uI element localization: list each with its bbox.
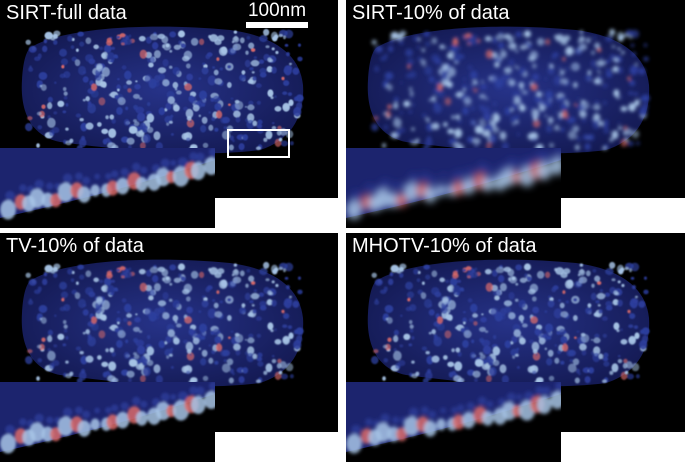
rod-volume-rendering	[367, 259, 650, 387]
zoom-inset	[0, 382, 215, 462]
rod-volume-rendering	[21, 259, 304, 387]
zoom-inset	[346, 382, 561, 462]
zoom-region-box	[227, 129, 290, 158]
zoom-inset	[346, 148, 561, 228]
rod-volume-rendering	[21, 26, 304, 154]
panel-mhotv-10: MHOTV-10% of data	[346, 233, 685, 462]
panel-sirt-full: 100nm SIRT-full data	[0, 0, 338, 228]
scale-bar-label: 100nm	[247, 0, 307, 21]
panel-tv-10: TV-10% of data	[0, 233, 338, 462]
panel-label: SIRT-full data	[6, 2, 127, 24]
scale-bar	[246, 22, 308, 28]
panel-label: MHOTV-10% of data	[352, 235, 537, 257]
panel-sirt-10: SIRT-10% of data	[346, 0, 685, 228]
rod-volume-rendering	[367, 26, 650, 154]
panel-label: TV-10% of data	[6, 235, 144, 257]
zoom-inset	[0, 148, 215, 228]
panel-label: SIRT-10% of data	[352, 2, 510, 24]
